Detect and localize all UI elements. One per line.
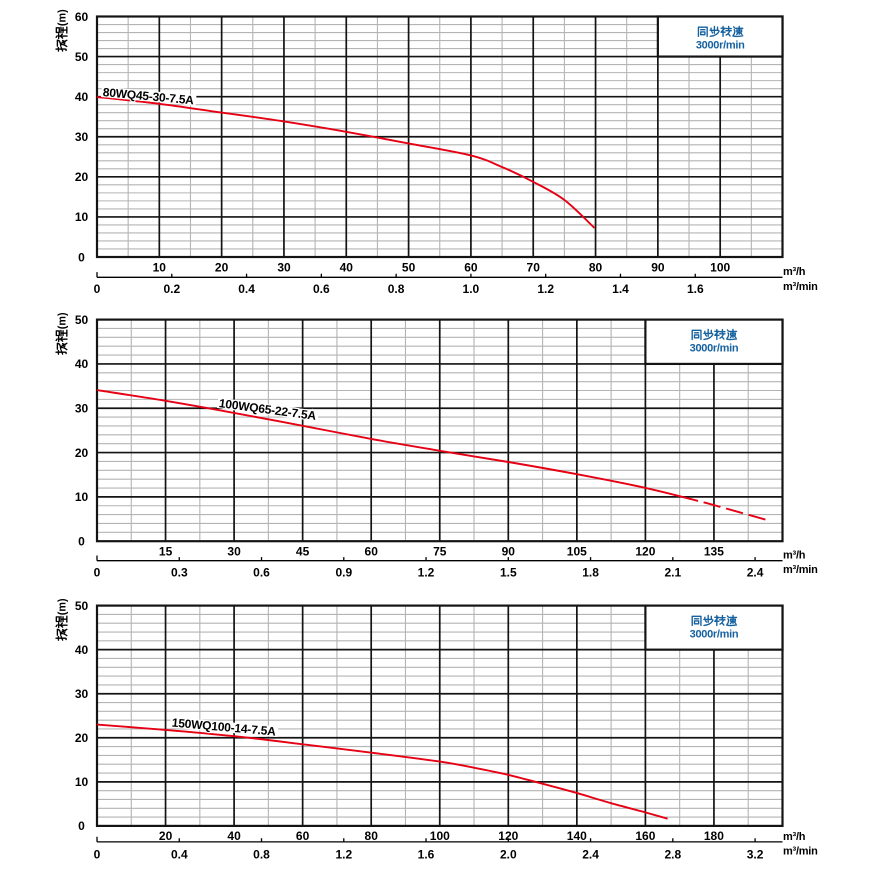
svg-text:80: 80 xyxy=(365,829,379,843)
svg-text:70: 70 xyxy=(527,261,541,275)
svg-text:0.6: 0.6 xyxy=(313,282,330,296)
svg-text:(m): (m) xyxy=(56,9,68,26)
svg-text:60: 60 xyxy=(464,261,478,275)
svg-text:0: 0 xyxy=(78,819,85,833)
svg-text:40: 40 xyxy=(75,643,89,657)
svg-text:0: 0 xyxy=(94,566,101,580)
svg-text:m³/min: m³/min xyxy=(783,846,818,858)
svg-text:120: 120 xyxy=(635,545,655,559)
svg-text:0.4: 0.4 xyxy=(171,848,188,862)
svg-text:3.2: 3.2 xyxy=(747,848,764,862)
svg-text:m³/h: m³/h xyxy=(783,831,806,843)
svg-text:2.0: 2.0 xyxy=(500,848,517,862)
svg-text:0: 0 xyxy=(94,848,101,862)
svg-text:20: 20 xyxy=(159,829,173,843)
svg-text:60: 60 xyxy=(296,829,310,843)
svg-text:2.4: 2.4 xyxy=(582,848,599,862)
svg-text:30: 30 xyxy=(75,402,89,416)
svg-text:20: 20 xyxy=(215,261,229,275)
svg-text:m³/h: m³/h xyxy=(783,266,806,278)
svg-text:0.6: 0.6 xyxy=(253,566,270,580)
svg-text:(m): (m) xyxy=(56,598,68,615)
svg-text:0.8: 0.8 xyxy=(253,848,270,862)
svg-text:50: 50 xyxy=(402,261,416,275)
svg-text:30: 30 xyxy=(227,545,241,559)
svg-text:75: 75 xyxy=(433,545,447,559)
svg-text:15: 15 xyxy=(159,545,173,559)
svg-text:140: 140 xyxy=(567,829,587,843)
svg-text:3000r/min: 3000r/min xyxy=(690,628,739,640)
svg-text:1.6: 1.6 xyxy=(418,848,435,862)
svg-text:30: 30 xyxy=(75,130,89,144)
svg-text:50: 50 xyxy=(75,50,89,64)
svg-text:3000r/min: 3000r/min xyxy=(696,39,745,51)
svg-text:2.8: 2.8 xyxy=(664,848,681,862)
svg-text:20: 20 xyxy=(75,731,89,745)
svg-text:10: 10 xyxy=(75,490,89,504)
svg-text:1.2: 1.2 xyxy=(537,282,554,296)
svg-text:120: 120 xyxy=(498,829,518,843)
svg-text:10: 10 xyxy=(153,261,167,275)
svg-text:1.6: 1.6 xyxy=(687,282,704,296)
svg-text:30: 30 xyxy=(277,261,291,275)
svg-text:105: 105 xyxy=(567,545,587,559)
svg-text:90: 90 xyxy=(651,261,665,275)
svg-text:40: 40 xyxy=(75,357,89,371)
svg-text:m³/min: m³/min xyxy=(783,281,818,293)
svg-text:1.4: 1.4 xyxy=(612,282,629,296)
svg-text:1.2: 1.2 xyxy=(418,566,435,580)
svg-text:60: 60 xyxy=(365,545,379,559)
svg-text:20: 20 xyxy=(75,446,89,460)
svg-text:3000r/min: 3000r/min xyxy=(690,342,739,354)
svg-text:(m): (m) xyxy=(56,312,68,329)
svg-text:40: 40 xyxy=(340,261,354,275)
svg-text:0.4: 0.4 xyxy=(238,282,255,296)
svg-text:80: 80 xyxy=(589,261,603,275)
svg-text:60: 60 xyxy=(75,10,89,24)
svg-text:0: 0 xyxy=(94,282,101,296)
svg-text:40: 40 xyxy=(227,829,241,843)
svg-text:m³/min: m³/min xyxy=(783,564,818,576)
svg-text:10: 10 xyxy=(75,210,89,224)
svg-text:2.1: 2.1 xyxy=(664,566,681,580)
svg-text:0: 0 xyxy=(78,535,85,549)
svg-text:0.8: 0.8 xyxy=(388,282,405,296)
svg-text:160: 160 xyxy=(635,829,655,843)
svg-text:m³/h: m³/h xyxy=(783,550,806,562)
svg-text:0.9: 0.9 xyxy=(335,566,352,580)
svg-text:50: 50 xyxy=(75,599,89,613)
svg-text:1.5: 1.5 xyxy=(500,566,517,580)
svg-text:100: 100 xyxy=(710,261,730,275)
svg-text:1.2: 1.2 xyxy=(335,848,352,862)
svg-text:1.0: 1.0 xyxy=(463,282,480,296)
svg-text:0.3: 0.3 xyxy=(171,566,188,580)
svg-text:100: 100 xyxy=(430,829,450,843)
svg-text:40: 40 xyxy=(75,90,89,104)
svg-text:0: 0 xyxy=(78,250,85,264)
svg-text:135: 135 xyxy=(704,545,724,559)
svg-text:0.2: 0.2 xyxy=(163,282,180,296)
svg-text:50: 50 xyxy=(75,313,89,327)
svg-text:180: 180 xyxy=(704,829,724,843)
svg-text:30: 30 xyxy=(75,687,89,701)
svg-text:10: 10 xyxy=(75,775,89,789)
svg-text:90: 90 xyxy=(502,545,516,559)
svg-text:1.8: 1.8 xyxy=(582,566,599,580)
svg-text:20: 20 xyxy=(75,170,89,184)
svg-text:45: 45 xyxy=(296,545,310,559)
svg-text:2.4: 2.4 xyxy=(747,566,764,580)
